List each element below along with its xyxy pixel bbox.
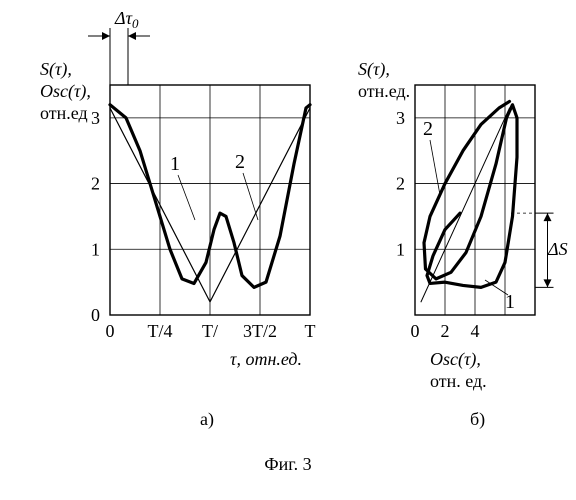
subcaption-b: б) xyxy=(470,409,485,430)
captions: а) б) Фиг. 3 xyxy=(0,0,576,500)
subcaption-a: а) xyxy=(200,409,214,430)
figure-caption: Фиг. 3 xyxy=(264,454,311,474)
